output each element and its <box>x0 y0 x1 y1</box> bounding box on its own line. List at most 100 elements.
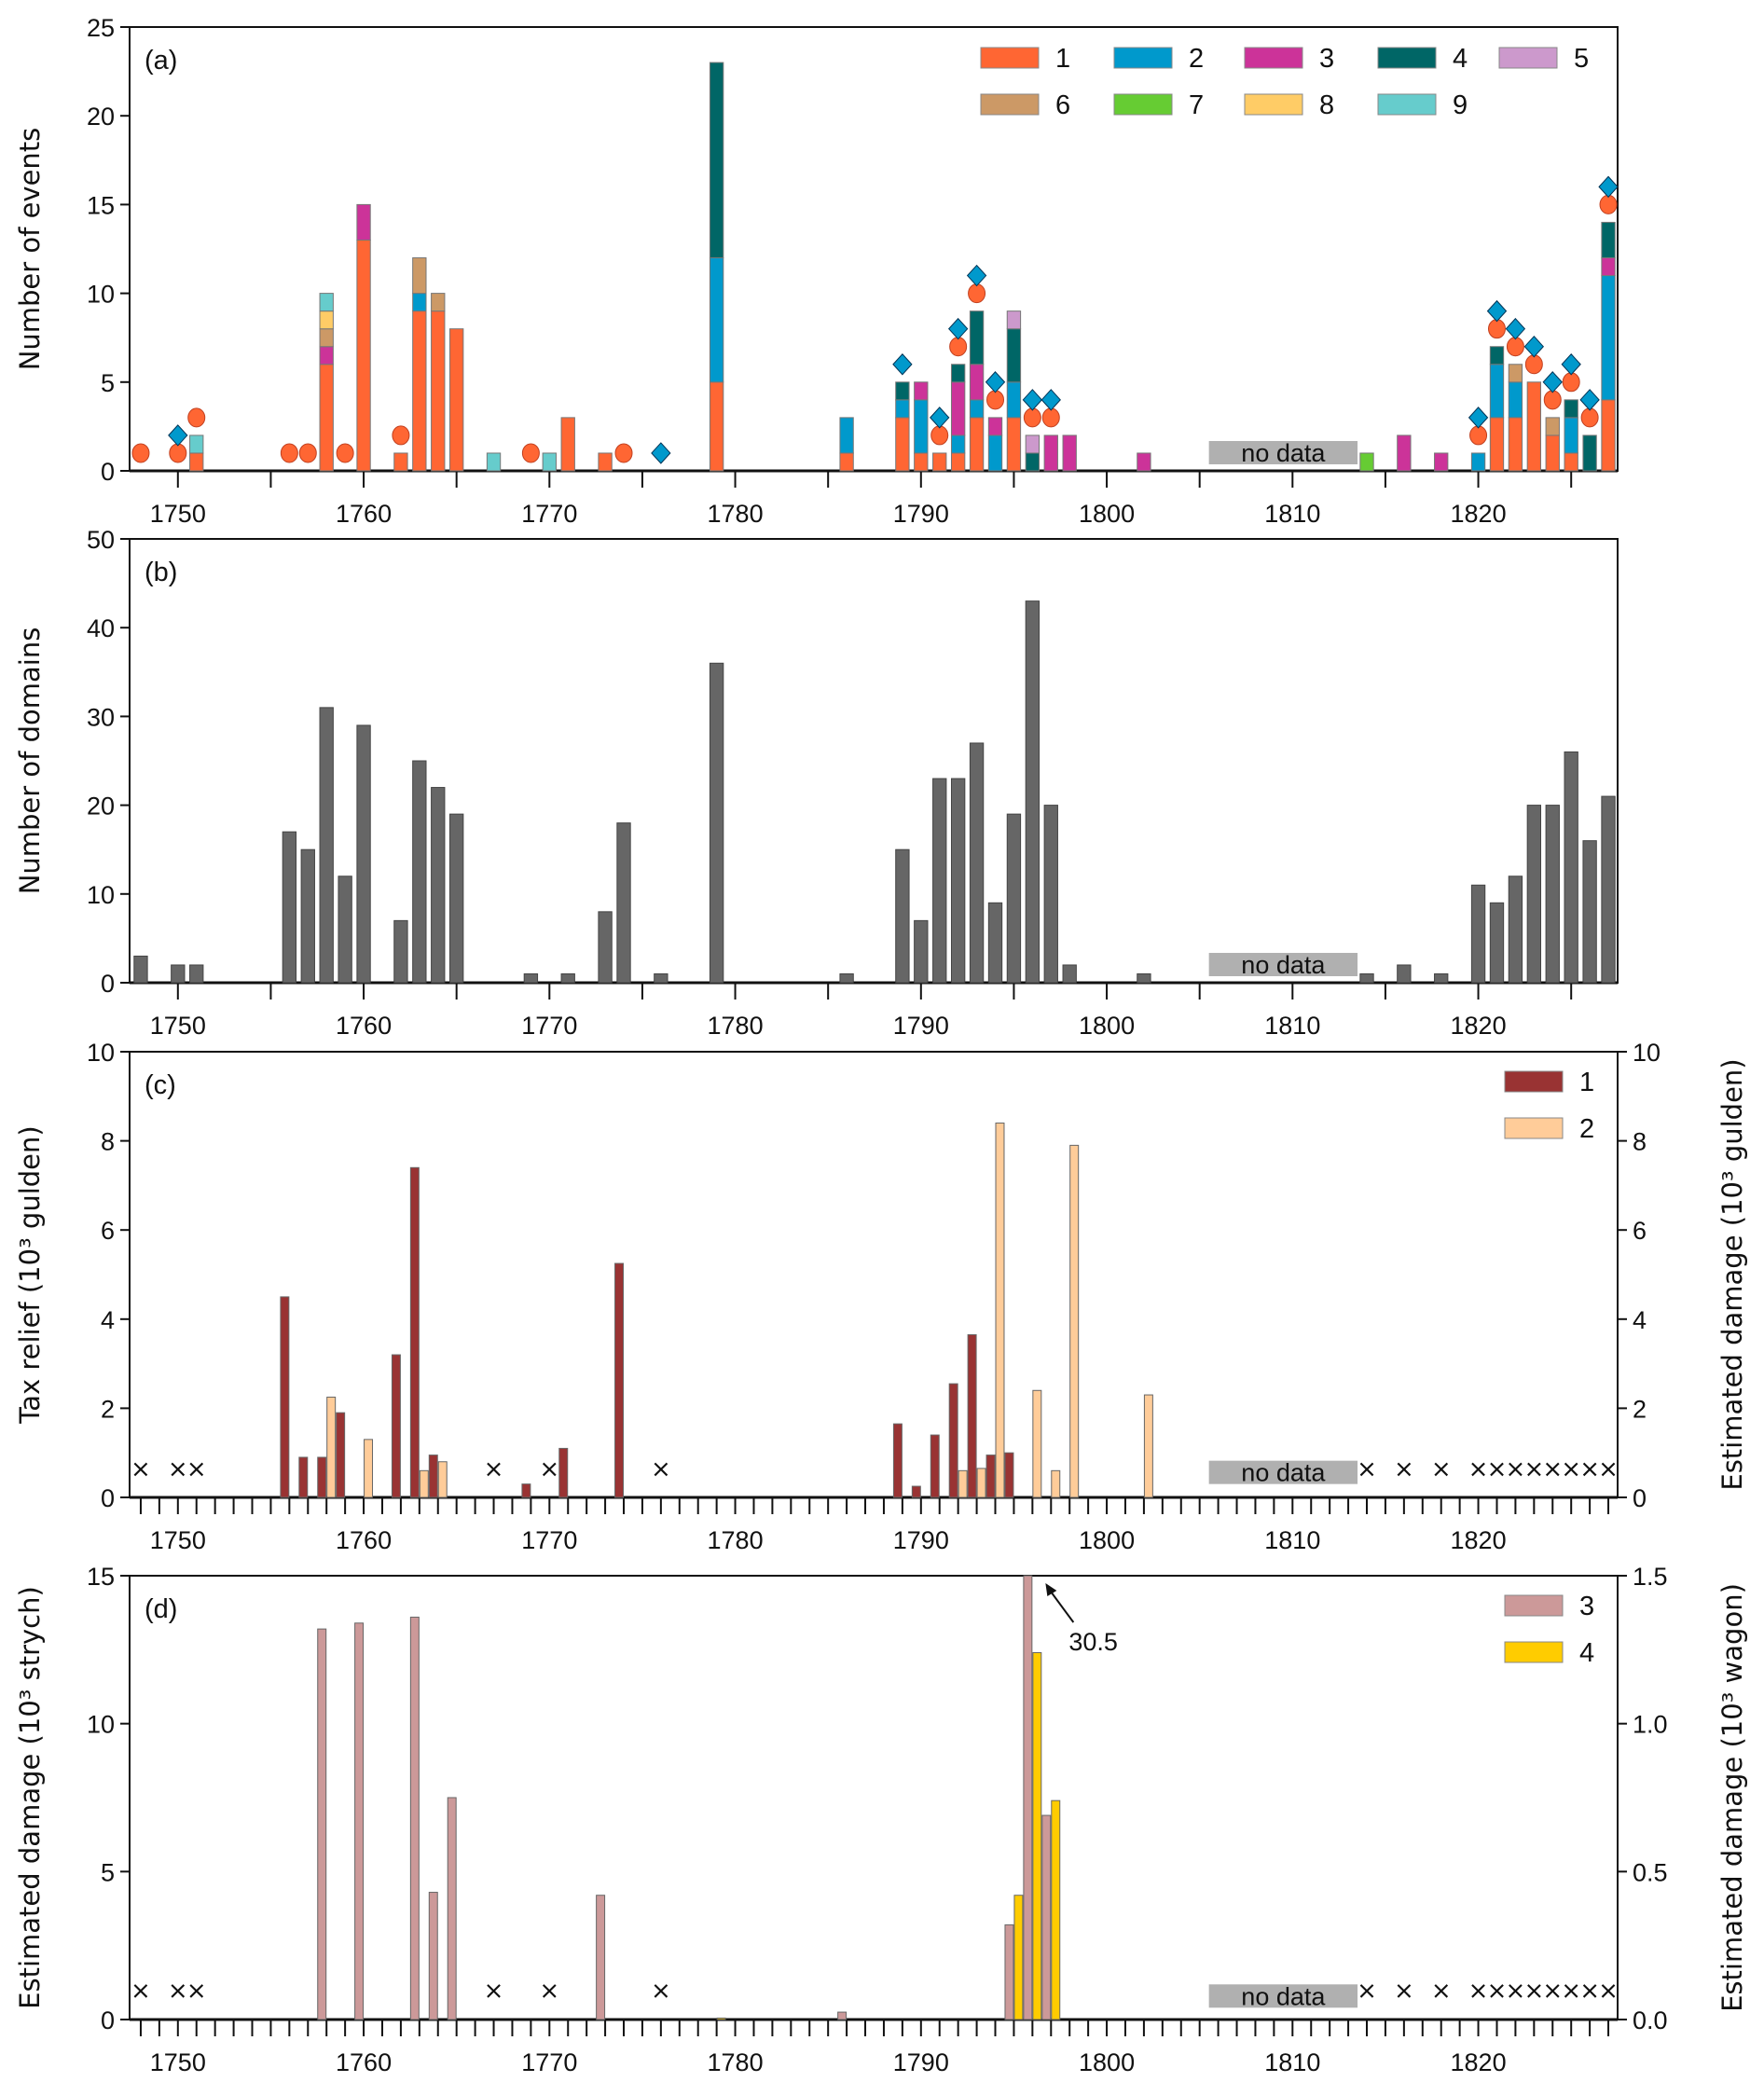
legend-swatch <box>1113 47 1173 69</box>
circle-marker <box>1580 407 1599 428</box>
diamond-marker <box>930 407 950 429</box>
bar <box>1359 972 1374 984</box>
bar-series-1 <box>985 1455 996 1498</box>
legend-swatch <box>1504 1594 1564 1617</box>
bar-series-2 <box>326 1396 337 1498</box>
legend-label: 1 <box>1579 1068 1594 1097</box>
bar-segment-cat2 <box>839 417 854 454</box>
panel-a-tag: (a) <box>145 46 177 76</box>
bar <box>189 964 204 984</box>
panel-c-xtick-label: 1810 <box>1264 1526 1320 1554</box>
diamond-marker <box>1561 353 1581 376</box>
circle-marker <box>1487 319 1506 339</box>
bar-series-3 <box>1041 1814 1052 2020</box>
bar-series-3 <box>317 1628 327 2020</box>
circle-marker <box>930 425 949 446</box>
bar-segment-cat7 <box>1359 452 1374 472</box>
panel-b-xtick-label: 1790 <box>893 1012 949 1040</box>
bar-series-1 <box>948 1383 958 1498</box>
panel-d-frame <box>129 1575 1619 2020</box>
legend-swatch <box>1504 1641 1564 1663</box>
bar-segment-cat1 <box>319 364 334 472</box>
bar-segment-cat3 <box>950 381 966 436</box>
diamond-marker <box>947 317 969 340</box>
no-record-marker: × <box>168 1455 188 1483</box>
bar-segment-cat1 <box>1508 417 1523 472</box>
no-record-marker: × <box>1468 1977 1489 2005</box>
bar-segment-cat2 <box>709 257 724 383</box>
panel-a-xtick-label: 1780 <box>708 500 764 528</box>
bar-segment-cat1 <box>895 417 910 472</box>
panel-c-ytick-right-label: 10 <box>1633 1039 1661 1067</box>
bar <box>1489 902 1505 984</box>
bar-series-1 <box>298 1456 309 1498</box>
panel-a-ytick-label: 15 <box>87 191 115 219</box>
diamond-marker <box>1022 389 1043 411</box>
bar-series-2 <box>995 1122 1005 1498</box>
bar-series-3 <box>596 1895 606 2020</box>
bar-series-1 <box>336 1412 346 1498</box>
legend-swatch <box>1244 93 1303 116</box>
bar-segment-cat4 <box>1564 399 1578 419</box>
panel-c-xtick-label: 1760 <box>336 1526 392 1554</box>
bar <box>449 813 464 984</box>
bar <box>412 760 427 984</box>
bar <box>431 787 446 984</box>
panel-b-xtick-label: 1810 <box>1264 1012 1320 1040</box>
panel-a-ytick-label: 0 <box>101 458 115 486</box>
panel-d-ytick-right-label: 1.5 <box>1633 1563 1668 1591</box>
bar <box>171 964 186 984</box>
bar-series-1 <box>1004 1452 1014 1498</box>
panel-a-xtick-label: 1810 <box>1264 500 1320 528</box>
bar-segment-cat6 <box>1508 364 1523 383</box>
panel-c-ytick-label: 0 <box>101 1484 115 1512</box>
diamond-marker <box>1040 389 1061 411</box>
bar-segment-cat9 <box>486 452 502 472</box>
bar-series-1 <box>930 1434 940 1498</box>
bar-segment-cat9 <box>319 293 334 312</box>
panel-b-ytick-label: 30 <box>87 703 115 731</box>
no-record-marker: × <box>1431 1455 1452 1483</box>
bar <box>1434 972 1449 984</box>
no-record-marker: × <box>186 1455 207 1483</box>
panel-d-ylabel: Estimated damage (10³ strych) <box>14 1586 46 2009</box>
bar-series-1 <box>911 1485 921 1498</box>
bar <box>969 742 985 984</box>
no-record-marker: × <box>1598 1977 1619 2005</box>
bar-segment-cat2 <box>914 399 929 454</box>
panel-a-ylabel: Number of events <box>14 128 46 371</box>
bar-segment-cat3 <box>1043 434 1058 472</box>
diamond-marker <box>1542 371 1563 393</box>
bar-segment-cat3 <box>987 417 1003 436</box>
diamond-marker <box>966 264 987 287</box>
panel-b-nodata-label: no data <box>1241 951 1326 979</box>
panel-c-xtick-label: 1780 <box>708 1526 764 1554</box>
panel-c-xtick-label: 1820 <box>1451 1526 1507 1554</box>
panel-b-ytick-label: 10 <box>87 881 115 909</box>
bar-series-1 <box>521 1483 531 1498</box>
bar-segment-cat3 <box>1434 452 1449 472</box>
bar-segment-cat5 <box>1025 434 1040 454</box>
diamond-marker <box>651 442 671 464</box>
bar-segment-cat4 <box>1582 434 1597 472</box>
bar-segment-cat6 <box>431 293 446 312</box>
bar-series-3 <box>1023 1575 1033 2020</box>
bar-series-4 <box>716 2017 726 2020</box>
bar-segment-cat4 <box>1489 346 1505 365</box>
bar-segment-cat2 <box>1508 381 1523 419</box>
bar <box>950 778 966 984</box>
legend-label: 4 <box>1453 44 1468 74</box>
bar-segment-cat1 <box>969 417 985 472</box>
bar-segment-cat2 <box>1601 275 1616 401</box>
bar <box>282 831 297 984</box>
panel-c-xtick-label: 1800 <box>1079 1526 1135 1554</box>
bar-segment-cat4 <box>709 62 724 259</box>
panel-c-ytick-label: 10 <box>87 1039 115 1067</box>
panel-a-ytick-label: 20 <box>87 103 115 131</box>
legend-label: 7 <box>1189 90 1204 120</box>
bar-segment-cat3 <box>356 203 371 241</box>
panel-b-frame <box>129 538 1619 984</box>
bar-series-1 <box>409 1166 420 1498</box>
bar-segment-cat1 <box>1545 434 1560 472</box>
